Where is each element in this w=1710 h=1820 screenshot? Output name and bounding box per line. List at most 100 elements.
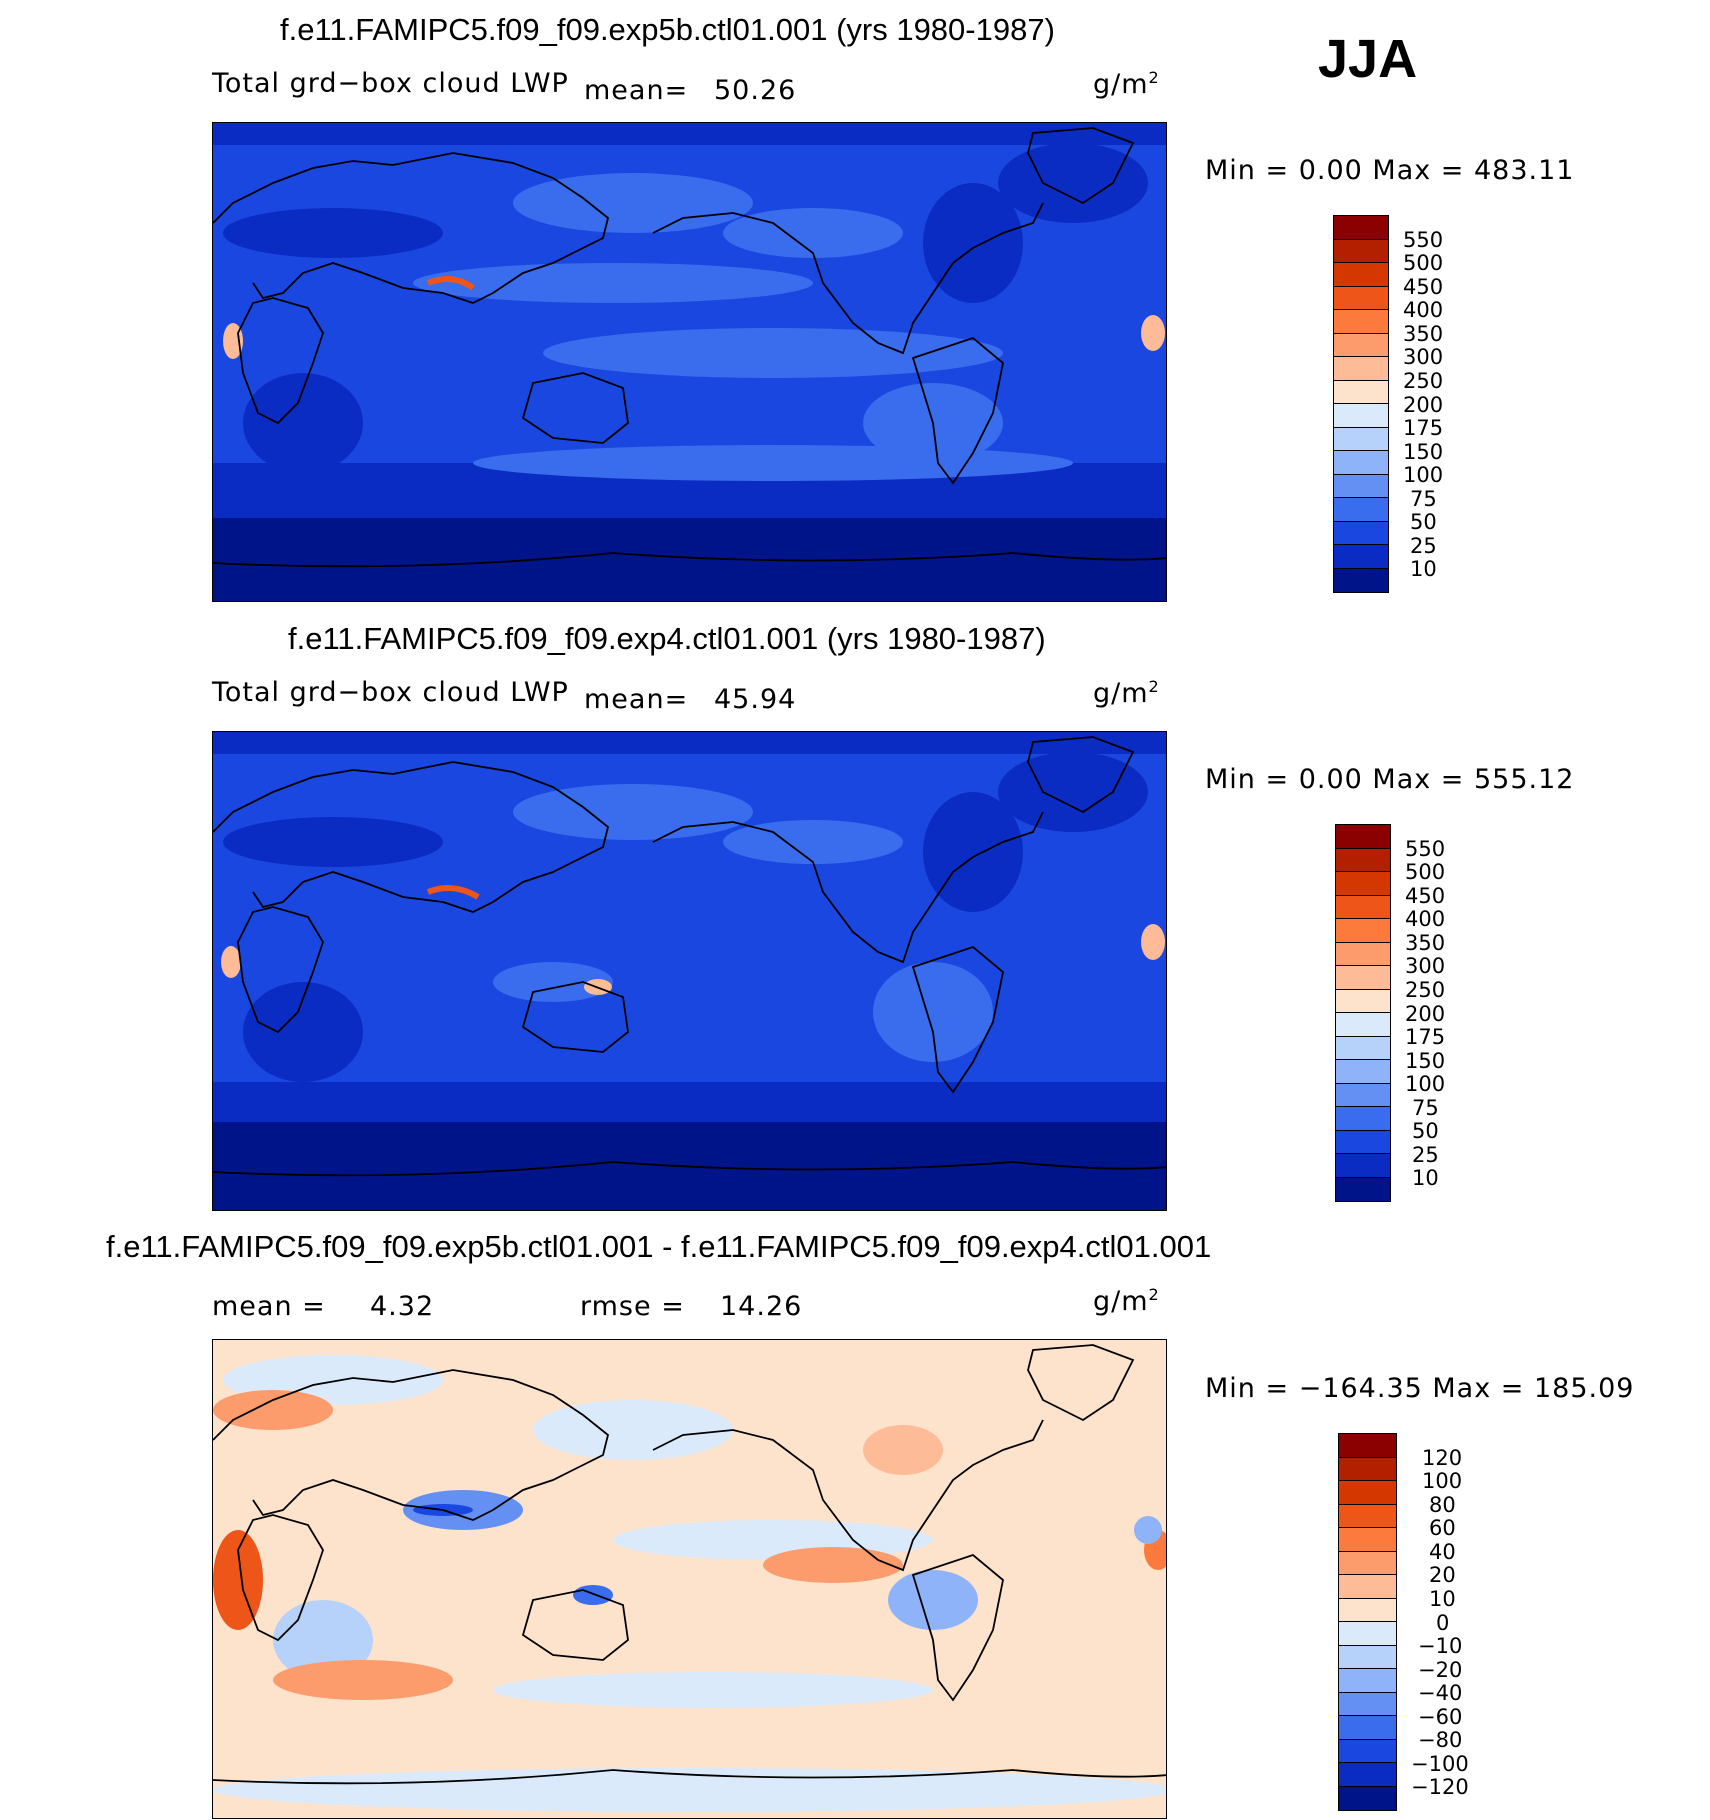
panel3-units: g/m2 xyxy=(1093,1285,1160,1317)
panel2-variable: Total grd−box cloud LWP xyxy=(212,677,569,708)
panel2-mean-value: 45.94 xyxy=(714,684,797,715)
panel3-title: f.e11.FAMIPC5.f09_f09.exp5b.ctl01.001 - … xyxy=(106,1229,1212,1264)
panel3-colorbar-cell xyxy=(1339,1481,1396,1505)
panel1-mean-label: mean= xyxy=(584,75,689,106)
panel2-minmax: Min = 0.00 Max = 555.12 xyxy=(1205,764,1575,795)
panel1-variable: Total grd−box cloud LWP xyxy=(212,68,569,99)
panel1-colorbar-label: 250 xyxy=(1403,369,1444,393)
panel1-colorbar-cell xyxy=(1334,521,1388,545)
panel3-colorbar-cell xyxy=(1339,1716,1396,1740)
panel1-title: f.e11.FAMIPC5.f09_f09.exp5b.ctl01.001 (y… xyxy=(280,12,1055,47)
panel2-colorbar-cell xyxy=(1336,825,1390,849)
panel2-colorbar-cell xyxy=(1336,1013,1390,1037)
panel1-colorbar-cell xyxy=(1334,498,1388,522)
panel3-colorbar-cell xyxy=(1339,1528,1396,1552)
panel2-title: f.e11.FAMIPC5.f09_f09.exp4.ctl01.001 (yr… xyxy=(288,621,1046,656)
panel3-rmse-value: 14.26 xyxy=(720,1291,803,1322)
panel1-colorbar-cell xyxy=(1334,310,1388,334)
panel1-colorbar-cell xyxy=(1334,239,1388,263)
panel3-colorbar-cell xyxy=(1339,1457,1396,1481)
panel1-colorbar-cell xyxy=(1334,286,1388,310)
panel1-colorbar-label: 200 xyxy=(1403,393,1444,417)
panel3-colorbar-cell xyxy=(1339,1434,1396,1458)
panel2-colorbar-label: 50 xyxy=(1412,1119,1439,1143)
panel2-colorbar-cell xyxy=(1336,1083,1390,1107)
panel2-colorbar-label: 10 xyxy=(1412,1166,1439,1190)
panel1-colorbar-cell xyxy=(1334,568,1388,592)
panel1-colorbar-label: 300 xyxy=(1403,345,1444,369)
panel3-colorbar-label: −20 xyxy=(1418,1658,1463,1682)
panel3-colorbar-cell xyxy=(1339,1504,1396,1528)
panel3-colorbar-cell xyxy=(1339,1598,1396,1622)
panel2-units: g/m2 xyxy=(1093,677,1160,709)
panel1-colorbar-cell xyxy=(1334,263,1388,287)
panel1-colorbar-cell xyxy=(1334,427,1388,451)
panel1-colorbar-cell xyxy=(1334,451,1388,475)
panel3-colorbar xyxy=(1338,1433,1397,1811)
panel1-colorbar-label: 75 xyxy=(1410,487,1437,511)
panel3-colorbar-cell xyxy=(1339,1622,1396,1646)
panel1-colorbar-label: 550 xyxy=(1403,228,1444,252)
panel2-colorbar-label: 150 xyxy=(1405,1049,1446,1073)
panel1-colorbar-cell xyxy=(1334,333,1388,357)
panel1-colorbar-label: 50 xyxy=(1410,510,1437,534)
panel3-colorbar-label: −40 xyxy=(1418,1681,1463,1705)
panel3-colorbar-label: −120 xyxy=(1411,1775,1469,1799)
panel2-colorbar-cell xyxy=(1336,942,1390,966)
panel2-colorbar-cell xyxy=(1336,966,1390,990)
panel2-colorbar-cell xyxy=(1336,1130,1390,1154)
panel2-colorbar-label: 300 xyxy=(1405,954,1446,978)
panel1-colorbar-cell xyxy=(1334,545,1388,569)
panel1-colorbar-cell xyxy=(1334,357,1388,381)
panel3-colorbar-label: −80 xyxy=(1418,1728,1463,1752)
panel1-colorbar-label: 400 xyxy=(1403,298,1444,322)
panel2-colorbar-label: 450 xyxy=(1405,884,1446,908)
panel2-colorbar-cell xyxy=(1336,1036,1390,1060)
panel2-colorbar-cell xyxy=(1336,1177,1390,1201)
panel2-colorbar-label: 25 xyxy=(1412,1143,1439,1167)
panel3-colorbar-cell xyxy=(1339,1786,1396,1810)
panel3-colorbar-cell xyxy=(1339,1739,1396,1763)
panel1-field xyxy=(213,123,1166,601)
panel3-colorbar-cell xyxy=(1339,1575,1396,1599)
panel3-colorbar-label: 100 xyxy=(1422,1469,1463,1493)
panel3-colorbar-cell xyxy=(1339,1645,1396,1669)
panel3-rmse-label: rmse = xyxy=(580,1291,685,1322)
panel1-colorbar-label: 100 xyxy=(1403,463,1444,487)
panel1-units: g/m2 xyxy=(1093,68,1160,100)
panel2-colorbar-label: 200 xyxy=(1405,1002,1446,1026)
panel1-map xyxy=(212,122,1167,602)
panel2-colorbar-label: 550 xyxy=(1405,837,1446,861)
panel1-colorbar-label: 25 xyxy=(1410,534,1437,558)
panel1-colorbar-cell xyxy=(1334,216,1388,240)
panel2-colorbar-cell xyxy=(1336,1154,1390,1178)
panel2-colorbar-cell xyxy=(1336,895,1390,919)
panel2-colorbar-cell xyxy=(1336,919,1390,943)
panel3-colorbar-cell xyxy=(1339,1669,1396,1693)
panel2-colorbar xyxy=(1335,824,1391,1202)
panel3-colorbar-label: −60 xyxy=(1418,1705,1463,1729)
panel1-mean-value: 50.26 xyxy=(714,75,797,106)
panel3-map xyxy=(212,1339,1167,1819)
panel1-colorbar-label: 450 xyxy=(1403,275,1444,299)
panel2-colorbar-label: 500 xyxy=(1405,860,1446,884)
panel1-colorbar-cell xyxy=(1334,404,1388,428)
panel2-colorbar-label: 350 xyxy=(1405,931,1446,955)
season-label: JJA xyxy=(1318,29,1418,89)
panel3-colorbar-label: 80 xyxy=(1429,1493,1456,1517)
panel1-colorbar-label: 500 xyxy=(1403,251,1444,275)
panel2-colorbar-cell xyxy=(1336,1107,1390,1131)
panel3-field xyxy=(213,1340,1166,1818)
panel3-mean-label: mean = xyxy=(212,1291,326,1322)
panel2-colorbar-cell xyxy=(1336,848,1390,872)
panel3-colorbar-label: −10 xyxy=(1418,1634,1463,1658)
panel2-colorbar-cell xyxy=(1336,989,1390,1013)
panel3-colorbar-label: −100 xyxy=(1411,1752,1469,1776)
panel2-mean-label: mean= xyxy=(584,684,689,715)
panel2-colorbar-cell xyxy=(1336,1060,1390,1084)
panel2-colorbar-label: 400 xyxy=(1405,907,1446,931)
panel1-colorbar-label: 10 xyxy=(1410,557,1437,581)
panel3-colorbar-label: 20 xyxy=(1429,1563,1456,1587)
panel2-colorbar-label: 250 xyxy=(1405,978,1446,1002)
panel2-colorbar-label: 75 xyxy=(1412,1096,1439,1120)
